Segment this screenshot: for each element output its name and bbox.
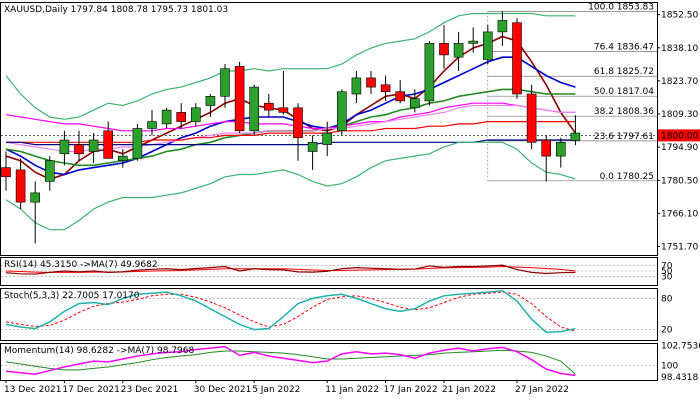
overlay-line	[5, 88, 576, 167]
momentum-line	[5, 345, 576, 377]
current-price-box	[658, 129, 700, 142]
overlay-line	[6, 120, 576, 143]
candle-body	[366, 77, 376, 88]
candle-body	[541, 139, 552, 157]
candle-body	[351, 77, 362, 95]
fib-label: 100.0 1853.83	[588, 3, 654, 13]
rsi-line	[5, 264, 576, 275]
price-tick-label: 1766.10	[661, 209, 698, 219]
candle-body	[482, 31, 493, 60]
price-tick-label: 1838.10	[661, 44, 698, 54]
stoch-tick-label: 80	[661, 294, 673, 304]
chart-symbol-header: XAUUSD,Daily 1797.84 1808.78 1795.73 180…	[4, 5, 228, 15]
date-tick-label: 5 Jan 2022	[252, 385, 300, 395]
overlay-line	[5, 56, 576, 176]
candle-body	[278, 107, 289, 113]
candle-body	[395, 91, 406, 102]
momentum-tick-label: 102.7536	[661, 342, 700, 352]
price-tick-label: 1809.30	[661, 110, 698, 120]
price-tick-label: 1780.50	[661, 176, 698, 186]
candle-body	[468, 40, 479, 44]
rsi-tick-label: 70	[661, 261, 673, 271]
candle-body	[103, 130, 113, 159]
panel-border-rsi	[0, 257, 658, 286]
overlay-line	[6, 139, 576, 146]
candle-body	[74, 144, 84, 155]
candle-body	[44, 160, 55, 182]
momentum-tick-label: 98.4318	[661, 373, 698, 383]
candle-body	[147, 121, 157, 129]
rsi-tick-label: 50	[661, 267, 673, 277]
candle-body	[15, 169, 26, 203]
price-tick-label: 1852.50	[661, 11, 698, 21]
candle-body	[322, 132, 333, 145]
current-price-label: 1800.00	[661, 131, 698, 141]
candle-body	[336, 91, 347, 132]
candle-body	[88, 139, 99, 152]
date-tick-label: 17 Jan 2022	[384, 385, 438, 395]
overlay-line	[5, 35, 577, 180]
fib-label: 38.2 1808.36	[594, 107, 654, 117]
candle-body	[220, 68, 230, 97]
candle-body	[30, 192, 41, 203]
overlay-line	[5, 102, 576, 132]
candle-body	[293, 107, 303, 139]
rsi-tick-label: 30	[661, 273, 673, 283]
rsi-label: RSI(14) 45.3150 ->MA(7) 49.9682	[4, 260, 158, 270]
candle-body	[1, 167, 11, 178]
candle-body	[118, 155, 128, 162]
candle-body	[191, 107, 201, 122]
candle-body	[132, 128, 143, 159]
candle-body	[234, 66, 245, 132]
candle-body	[161, 109, 172, 125]
fib-label: 76.4 1836.47	[594, 43, 654, 53]
candle-body	[439, 43, 449, 56]
fib-label: 61.8 1825.72	[594, 67, 654, 77]
momentum-ma-line	[5, 349, 576, 375]
panel-border-stoch	[0, 288, 658, 341]
candle-body	[380, 84, 391, 93]
price-tick-label: 1751.70	[661, 242, 698, 252]
panel-border-mom	[0, 343, 658, 381]
overlay-line	[5, 104, 576, 153]
candle-body	[176, 112, 186, 122]
momentum-tick-label: 100	[661, 361, 678, 371]
candle-body	[570, 132, 581, 141]
overlay-line	[5, 141, 576, 231]
candle-body	[526, 93, 537, 143]
fib-label: 23.6 1797.61	[594, 132, 654, 142]
date-tick-label: 11 Jan 2022	[325, 385, 379, 395]
momentum-label: Momentum(14) 98.6282 ->MA(7) 98.7968	[4, 346, 195, 356]
stoch-d-line	[5, 291, 576, 332]
date-tick-label: 13 Dec 2021	[4, 385, 62, 395]
price-tick-label: 1794.90	[661, 143, 698, 153]
overlay-line	[5, 12, 576, 120]
stoch-label: Stoch(5,3,3) 22.7005 17.0170	[4, 291, 140, 301]
candle-body	[307, 142, 318, 152]
fib-label: 0.0 1780.25	[600, 172, 654, 182]
candle-body	[453, 43, 464, 58]
candle-body	[497, 20, 508, 33]
stoch-tick-label: 20	[661, 326, 673, 336]
date-tick-label: 21 Jan 2022	[442, 385, 496, 395]
date-tick-label: 23 Dec 2021	[121, 385, 179, 395]
date-tick-label: 27 Jan 2022	[515, 385, 569, 395]
candle-body	[249, 86, 259, 132]
candle-body	[59, 139, 70, 155]
fib-label: 50.0 1817.04	[594, 87, 654, 97]
candle-body	[512, 22, 522, 95]
date-tick-label: 30 Dec 2021	[194, 385, 252, 395]
candle-body	[409, 98, 420, 109]
candle-body	[424, 43, 435, 102]
candle-body	[555, 142, 566, 157]
candle-body	[205, 96, 216, 106]
panel-border-main	[0, 2, 658, 256]
price-tick-label: 1823.70	[661, 77, 698, 87]
date-tick-label: 17 Dec 2021	[62, 385, 120, 395]
candle-body	[263, 102, 274, 111]
stoch-k-line	[5, 289, 576, 333]
